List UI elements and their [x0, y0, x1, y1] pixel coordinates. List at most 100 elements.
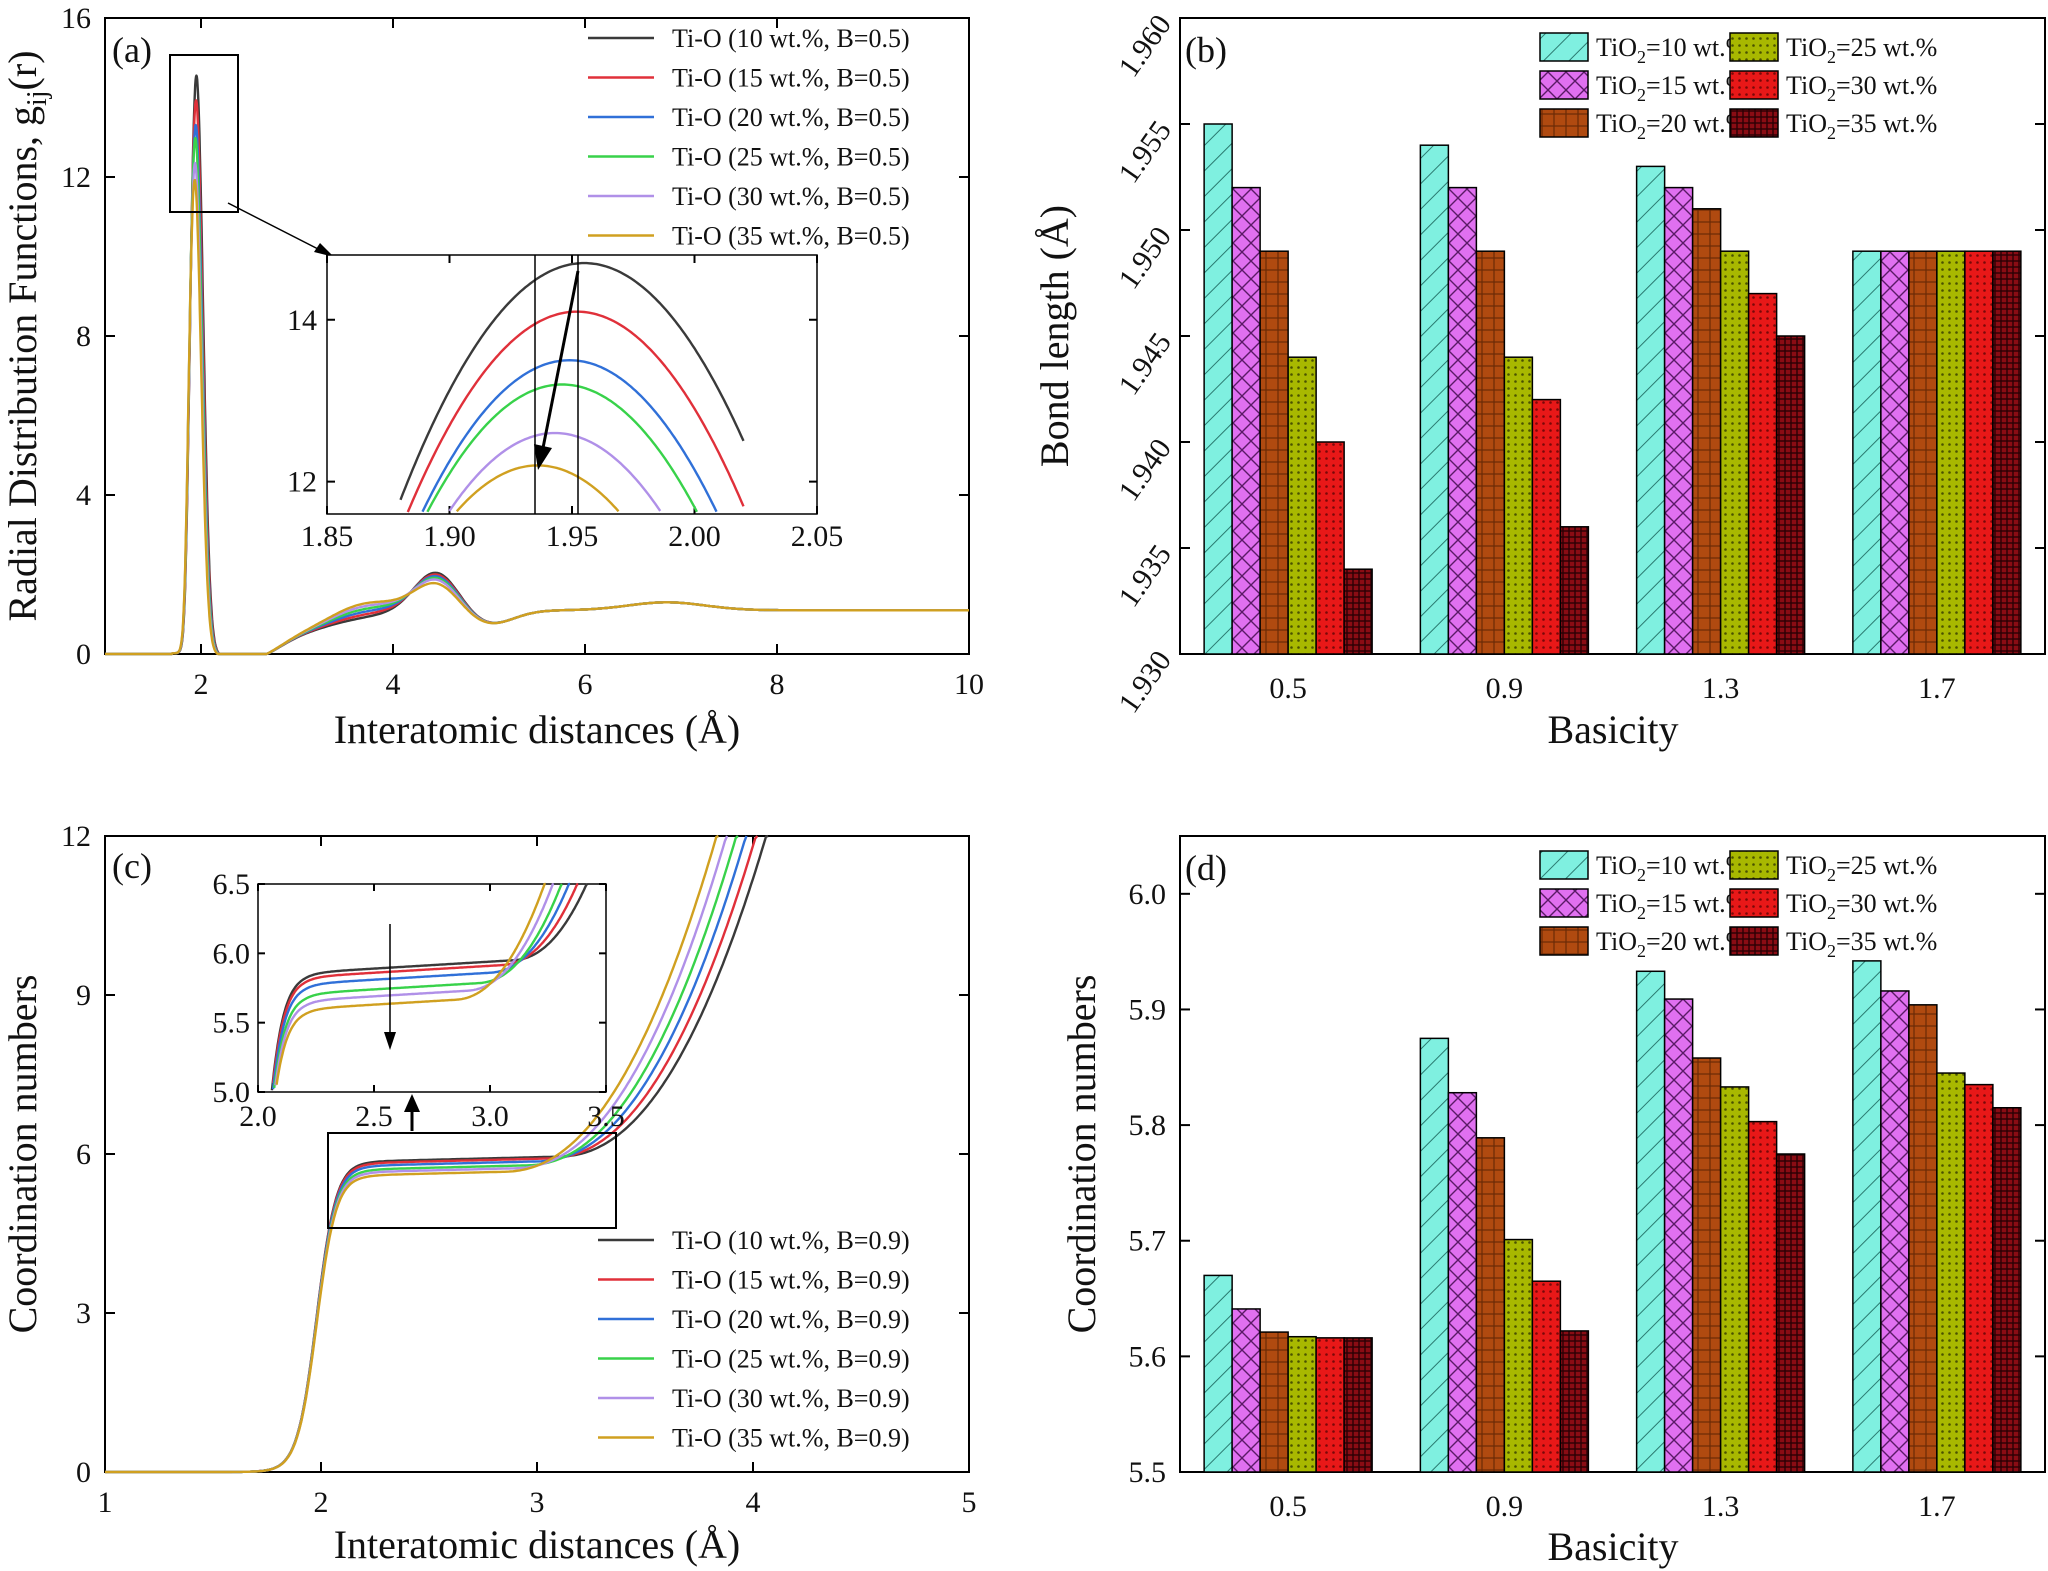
panel-d-bar-1-3 [1880, 990, 1910, 1473]
panel-b-bar-0-1 [1419, 144, 1450, 655]
panel-b-bar-1-2 [1663, 186, 1694, 655]
y-tick-label: 5.8 [1129, 1109, 1167, 1142]
y-tick-label: 16 [61, 2, 91, 35]
legend-subscript: 2 [1637, 941, 1646, 961]
panel-c-inset-curve-3 [273, 883, 563, 1089]
panel-d-legend-label: TiO2=30 wt.% [1786, 889, 1937, 923]
panel-d-bar-0-2 [1635, 970, 1666, 1473]
panel-a-label: (a) [112, 30, 152, 70]
panel-b-legend-swatch [1539, 32, 1589, 62]
panel-d-coordination-bar-chart: 5.5 5.6 5.7 5.8 5.9 6.0 0.5 0.9 1.3 1.7 (d) Basic… [1059, 835, 2046, 1569]
y-tick-label: 1.945 [1112, 327, 1178, 401]
x-tick-label: 3.5 [587, 1100, 625, 1133]
panel-c-legend-label: Ti-O (25 wt.%, B=0.9) [672, 1345, 910, 1374]
legend-subscript: 2 [1827, 123, 1836, 143]
panel-b-legend-swatch [1729, 32, 1779, 62]
panel-b-bar-4-0 [1315, 441, 1345, 655]
panel-b-legend-label: TiO2=35 wt.% [1786, 109, 1937, 143]
y-tick-label: 6.5 [213, 868, 251, 901]
panel-b-bar-5-3 [1992, 250, 2022, 655]
x-tick-label: 3 [530, 1486, 545, 1519]
panel-a-legend-label: Ti-O (35 wt.%, B=0.5) [672, 222, 910, 251]
panel-c-inset-curve-5 [275, 882, 546, 1085]
y-tick-label: 1.940 [1112, 433, 1178, 507]
panel-d-legend-swatch [1539, 926, 1589, 956]
x-tick-label: 1.7 [1918, 672, 1956, 705]
panel-a-legend-label: Ti-O (20 wt.%, B=0.5) [672, 103, 910, 132]
panel-d-bar-2-1 [1475, 1137, 1506, 1473]
legend-subscript: 2 [1827, 85, 1836, 105]
x-tick-label: 2.5 [355, 1100, 393, 1133]
panel-b-ylabel: Bond length (Å) [1032, 205, 1077, 467]
y-tick-label: 1.930 [1112, 645, 1178, 719]
panel-d-legend-swatch [1729, 926, 1779, 956]
legend-rest: =30 wt.% [1836, 71, 1937, 100]
panel-a-ylabel-sub: ij [22, 90, 53, 106]
panel-a-zoom-box [169, 54, 239, 213]
legend-subscript: 2 [1637, 85, 1646, 105]
legend-rest: =35 wt.% [1836, 927, 1937, 956]
x-tick-label: 4 [746, 1486, 761, 1519]
x-tick-label: 10 [954, 668, 984, 701]
panel-a-legend-label: Ti-O (30 wt.%, B=0.5) [672, 182, 910, 211]
panel-a-inset: 1.85 1.90 1.95 2.00 2.05 12 14 [287, 254, 844, 553]
panel-a-inset-curve-4 [448, 431, 662, 512]
y-tick-label: 6.0 [1129, 878, 1167, 911]
x-tick-label: 0.9 [1486, 672, 1524, 705]
y-tick-label: 14 [287, 304, 317, 337]
panel-c-inset-trend-arrow-head [384, 1032, 396, 1050]
panel-a-curve-5 [105, 178, 969, 656]
panel-a-ylabel-main: Radial Distribution Functions, g [0, 106, 45, 622]
legend-subscript: 2 [1637, 47, 1646, 67]
panel-c-curve-5 [105, 834, 719, 1474]
panel-a-ylabel-tail: (r) [0, 50, 45, 90]
x-tick-label: 2.0 [239, 1100, 277, 1133]
x-tick-label: 2.05 [791, 520, 844, 553]
panel-c-legend-label: Ti-O (35 wt.%, B=0.9) [672, 1424, 910, 1453]
panel-b-bar-4-3 [1964, 250, 1994, 655]
panel-b-bar-3-1 [1503, 356, 1534, 655]
y-tick-label: 1.935 [1112, 539, 1178, 613]
x-tick-label: 0.9 [1486, 1490, 1524, 1523]
panel-b-bar-4-1 [1531, 398, 1562, 655]
panel-b-legend-swatch [1729, 70, 1779, 100]
panel-a-legend-label: Ti-O (15 wt.%, B=0.5) [672, 64, 910, 93]
y-tick-label: 0 [76, 638, 91, 671]
panel-a-zoom-arrow-head [314, 243, 334, 257]
y-tick-label: 5.7 [1129, 1225, 1167, 1258]
panel-a-inset-curve-2 [421, 359, 718, 513]
panel-d-bar-1-0 [1231, 1308, 1261, 1473]
panel-b-bar-2-3 [1908, 250, 1938, 655]
x-tick-label: 2 [314, 1486, 329, 1519]
y-tick-label: 0 [76, 1456, 91, 1489]
panel-d-bar-0-3 [1852, 960, 1882, 1473]
panel-a-inset-trend-arrow [541, 270, 580, 449]
y-tick-label: 4 [76, 479, 91, 512]
panel-c-legend-label: Ti-O (20 wt.%, B=0.9) [672, 1305, 910, 1334]
panel-d-xlabel: Basicity [1547, 1524, 1678, 1569]
panel-c-label: (c) [112, 846, 152, 886]
panel-c-legend-label: Ti-O (15 wt.%, B=0.9) [672, 1266, 910, 1295]
panel-d-bar-1-2 [1663, 998, 1694, 1473]
panel-c-inset: 2.0 2.5 3.0 3.5 5.0 5.5 6.0 6.5 [213, 868, 625, 1133]
panel-a-legend-label: Ti-O (25 wt.%, B=0.5) [672, 143, 910, 172]
panel-d-bar-3-3 [1936, 1072, 1966, 1473]
panel-a-legend-label: Ti-O (10 wt.%, B=0.5) [672, 24, 910, 53]
y-tick-label: 12 [61, 820, 91, 853]
panel-d-bar-0-0 [1203, 1274, 1233, 1473]
panel-d-legend-swatch [1539, 850, 1589, 880]
y-tick-label: 1.960 [1112, 9, 1178, 83]
panel-b-legend-swatch [1729, 108, 1779, 138]
panel-d-bar-0-1 [1419, 1037, 1450, 1473]
panel-b-legend-label: TiO2=25 wt.% [1786, 33, 1937, 67]
panel-d-bar-2-3 [1908, 1004, 1938, 1473]
panel-b-bar-2-0 [1259, 250, 1289, 655]
panel-b-legend-swatch [1539, 108, 1589, 138]
panel-d-bar-3-2 [1719, 1086, 1750, 1473]
legend-rest: =30 wt.% [1836, 889, 1937, 918]
panel-b-bar-1-3 [1880, 250, 1910, 655]
panel-b-bond-length-chart: 1.930 1.935 1.940 1.945 1.950 1.955 1.960 0.5 0.… [1032, 9, 2046, 752]
panel-d-legend-swatch [1729, 850, 1779, 880]
panel-b-bar-0-0 [1203, 123, 1233, 655]
